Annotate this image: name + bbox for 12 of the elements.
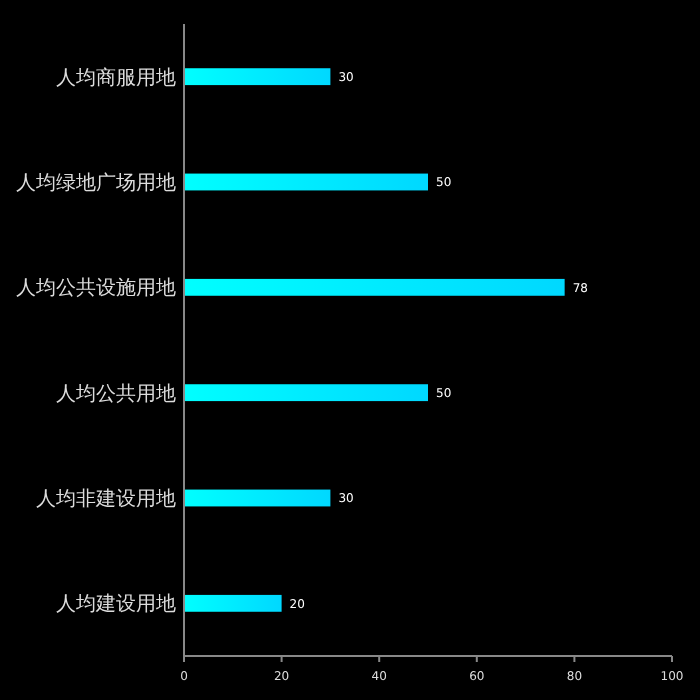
bar [184,384,428,402]
bar [184,278,565,296]
y-tick-label: 人均建设用地 [56,592,176,617]
y-tick-label: 人均公共设施用地 [16,276,176,301]
bar [184,594,282,612]
y-tick-label: 人均非建设用地 [36,487,176,511]
y-tick-label: 人均公共用地 [56,381,176,406]
bar [184,68,331,86]
y-tick-label: 人均商服用地 [56,65,176,90]
y-tick-label: 人均绿地广场用地 [16,171,176,195]
bar [184,173,428,191]
bar [184,489,331,507]
